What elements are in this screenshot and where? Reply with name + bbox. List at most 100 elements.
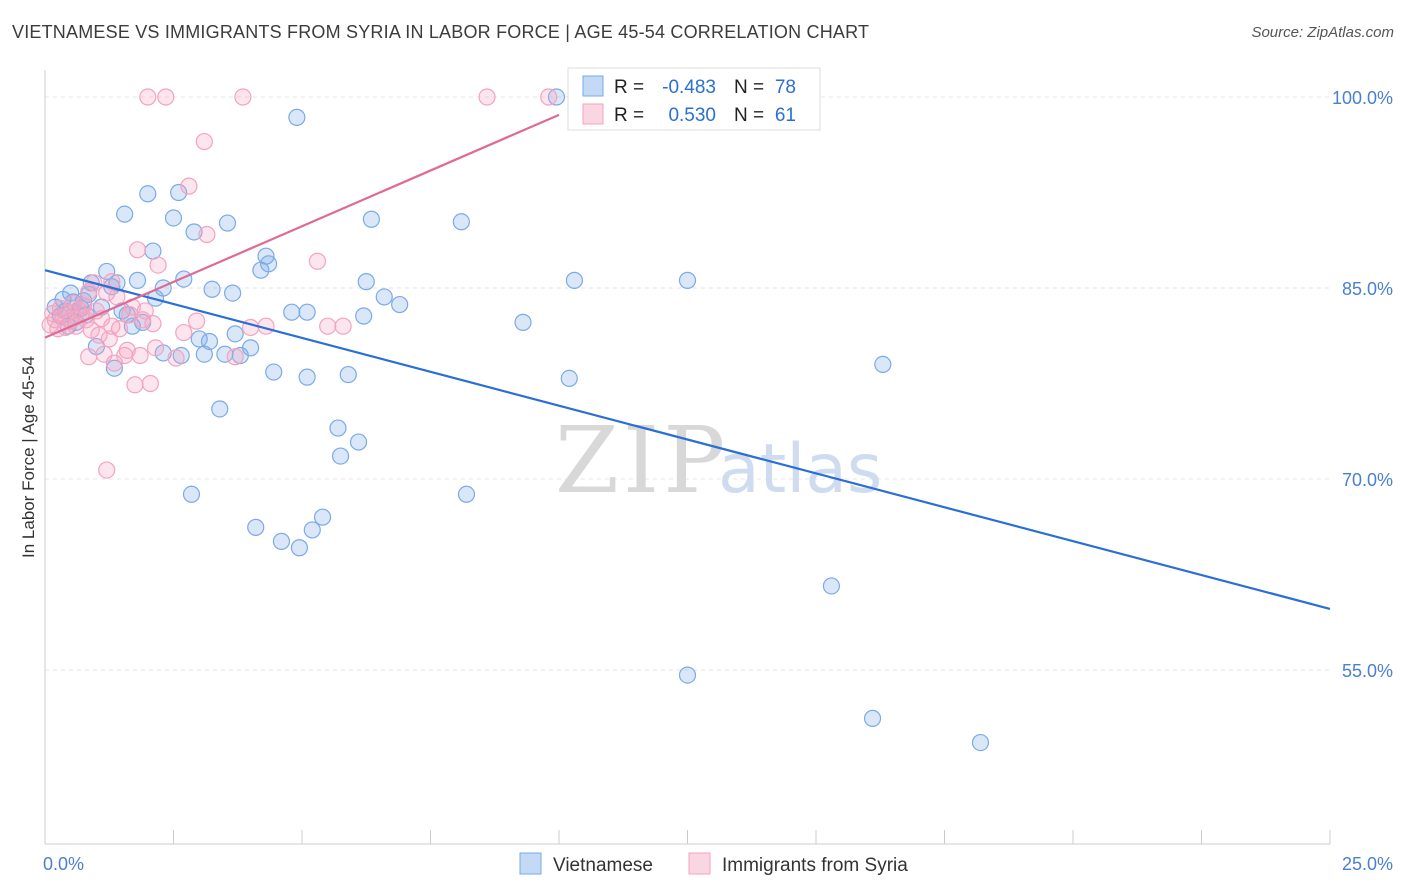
data-points: [41, 88, 990, 752]
point-series-0: [185, 223, 203, 241]
point-series-0: [190, 330, 208, 348]
point-series-1: [100, 330, 118, 348]
legend-n-label: N =: [734, 77, 764, 98]
point-series-0: [139, 185, 157, 203]
point-series-0: [200, 332, 219, 351]
point-series-1: [80, 283, 98, 301]
point-series-1: [110, 320, 129, 338]
y-tick-label: 100.0%: [1332, 88, 1393, 108]
bottom-legend-label: Immigrants from Syria: [722, 855, 908, 876]
point-series-1: [80, 348, 98, 366]
watermark: ZIP atlas: [555, 407, 882, 514]
point-series-0: [313, 508, 332, 526]
legend-box: [567, 67, 821, 131]
point-series-1: [90, 326, 108, 344]
bottom-legend: Vietnamese Immigrants from Syria: [519, 852, 908, 876]
point-series-1: [98, 461, 116, 479]
trend-line-series-0: [44, 269, 1331, 610]
point-series-0: [565, 271, 584, 289]
trend-line-series-1: [44, 113, 560, 339]
point-series-0: [863, 709, 882, 727]
point-series-1: [157, 88, 175, 106]
y-tick-label: 85.0%: [1342, 279, 1393, 299]
point-series-0: [211, 400, 229, 418]
legend-r-value: 0.530: [668, 105, 716, 126]
point-series-0: [105, 359, 123, 377]
point-series-1: [226, 348, 244, 366]
point-series-1: [131, 346, 149, 365]
x-tick-label: 25.0%: [1342, 854, 1393, 874]
point-series-0: [224, 284, 242, 302]
point-series-0: [182, 485, 201, 503]
trend-lines: [44, 113, 1331, 610]
point-series-0: [375, 288, 393, 306]
point-series-0: [329, 419, 347, 437]
point-series-1: [54, 308, 72, 326]
point-series-0: [265, 363, 283, 381]
point-series-0: [971, 733, 990, 752]
point-series-0: [452, 213, 470, 231]
point-series-0: [457, 485, 476, 503]
point-series-0: [339, 365, 357, 384]
point-series-1: [180, 177, 198, 195]
grid-lines: [45, 96, 1330, 671]
point-series-1: [136, 302, 154, 320]
bottom-legend-swatch: [688, 852, 711, 875]
point-series-0: [357, 273, 375, 291]
point-series-1: [141, 374, 159, 393]
point-series-0: [391, 295, 409, 314]
chart-source: Source: ZipAtlas.com: [1251, 24, 1394, 41]
bottom-legend-swatch: [519, 852, 542, 875]
point-series-1: [167, 349, 185, 367]
point-series-1: [139, 88, 157, 106]
point-series-0: [247, 518, 265, 536]
y-tick-label: 70.0%: [1342, 470, 1393, 490]
watermark-zip: ZIP: [555, 407, 729, 514]
legend-r-label: R =: [614, 77, 644, 98]
point-series-0: [874, 355, 892, 373]
point-series-0: [303, 521, 321, 539]
y-axis-label: In Labor Force | Age 45-54: [19, 356, 38, 558]
point-series-0: [128, 271, 147, 289]
y-tick-label: 55.0%: [1342, 661, 1393, 681]
point-series-1: [118, 341, 136, 359]
point-series-1: [149, 256, 167, 274]
point-series-0: [298, 368, 316, 386]
point-series-1: [144, 315, 162, 333]
point-series-0: [355, 307, 373, 325]
point-series-1: [188, 312, 206, 330]
point-series-0: [331, 447, 350, 465]
legend-n-value: 78: [775, 77, 796, 98]
point-series-1: [540, 88, 558, 106]
legend-n-label: N =: [734, 105, 764, 126]
point-series-0: [218, 214, 237, 232]
legend-r-label: R =: [614, 105, 644, 126]
point-series-0: [195, 345, 213, 363]
legend-swatch: [582, 75, 604, 97]
point-series-1: [126, 376, 144, 394]
point-series-1: [146, 339, 165, 357]
point-series-0: [514, 313, 532, 331]
point-series-0: [116, 205, 134, 223]
point-series-1: [478, 88, 496, 106]
point-series-0: [290, 539, 309, 557]
legend-swatch: [582, 103, 604, 125]
point-series-0: [283, 303, 301, 321]
point-series-0: [170, 183, 188, 202]
axes: 100.0% 85.0% 70.0% 55.0% 0.0% 25.0% In Labor F…: [19, 70, 1393, 874]
point-series-1: [195, 132, 213, 151]
point-series-1: [128, 241, 147, 259]
point-series-0: [678, 271, 697, 289]
point-series-0: [203, 280, 221, 298]
point-series-0: [349, 433, 368, 451]
legend: R = -0.483 N = 78 R = 0.530 N = 61: [567, 67, 821, 131]
point-series-0: [259, 255, 278, 273]
point-series-0: [298, 303, 316, 321]
point-series-0: [288, 108, 306, 126]
point-series-1: [334, 317, 352, 335]
point-series-0: [362, 210, 380, 228]
bottom-legend-label: Vietnamese: [553, 855, 653, 876]
point-series-1: [308, 252, 327, 270]
legend-n-value: 61: [775, 105, 796, 126]
